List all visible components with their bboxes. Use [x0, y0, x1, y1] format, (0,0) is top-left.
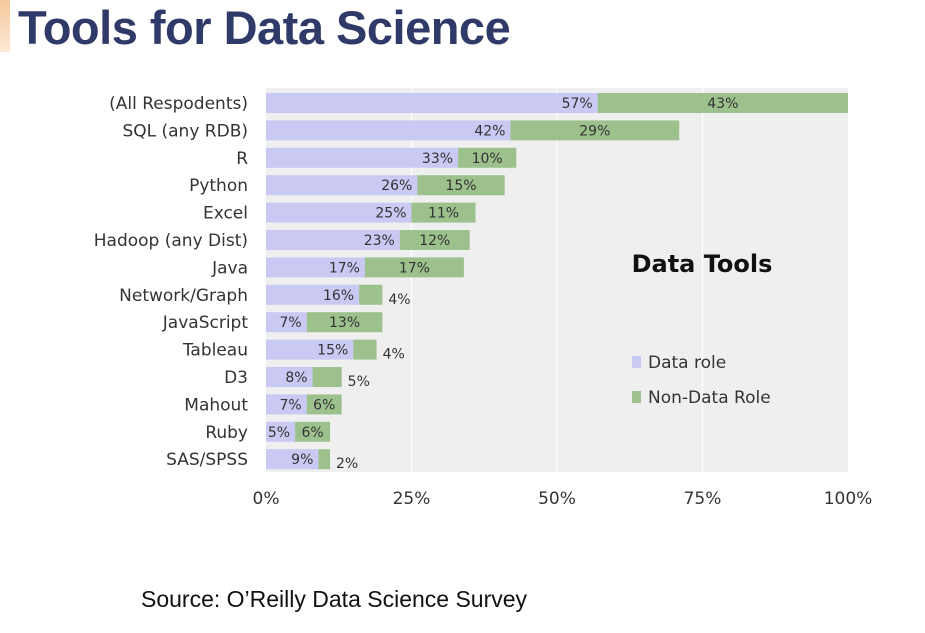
data-label-non-data-role: 12% [419, 233, 450, 249]
data-label-data-role: 26% [381, 178, 412, 194]
category-label: Hadoop (any Dist) [94, 231, 248, 251]
bar-non-data-role [306, 312, 383, 333]
category-label: Python [189, 176, 248, 196]
data-label-data-role: 42% [474, 123, 505, 139]
chart-title: Data Tools [632, 250, 773, 278]
data-label-non-data-role: 15% [445, 178, 476, 194]
bar-non-data-role [458, 147, 517, 168]
data-label-data-role: 5% [268, 425, 290, 441]
category-label: Network/Graph [119, 286, 248, 306]
legend-label-data-role: Data role [648, 353, 726, 373]
bar-data-role [266, 284, 360, 305]
data-label-data-role: 25% [375, 206, 406, 222]
bar-data-role [266, 202, 412, 223]
data-label-data-role: 17% [329, 260, 360, 276]
bar-non-data-role [399, 230, 470, 250]
bar-data-role [266, 312, 307, 333]
legend-swatch-non-data-role [632, 391, 641, 403]
x-tick-label: 0% [253, 489, 280, 509]
data-label-non-data-role: 10% [472, 151, 503, 167]
category-label: JavaScript [162, 313, 249, 333]
data-label-data-role: 9% [291, 452, 313, 468]
category-label: Tableau [182, 341, 248, 361]
category-label: R [236, 149, 248, 169]
data-label-non-data-role: 5% [348, 374, 370, 390]
category-label: SQL (any RDB) [122, 121, 248, 141]
bar-non-data-role [306, 394, 342, 415]
data-label-non-data-role: 29% [579, 123, 610, 139]
source-note: Source: O’Reilly Data Science Survey [141, 586, 528, 612]
legend-swatch-data-role [632, 356, 641, 368]
slide-title: Tools for Data Science [18, 1, 511, 54]
data-label-data-role: 8% [285, 370, 307, 386]
bar-non-data-role [359, 284, 383, 305]
data-label-data-role: 7% [280, 315, 302, 331]
category-label: SAS/SPSS [166, 450, 248, 470]
data-label-non-data-role: 13% [329, 315, 360, 331]
data-label-non-data-role: 2% [336, 456, 358, 472]
data-label-non-data-role: 6% [301, 425, 323, 441]
data-label-data-role: 33% [422, 151, 453, 167]
bar-data-role [266, 449, 319, 470]
data-label-data-role: 16% [323, 288, 354, 304]
bar-non-data-role [295, 421, 331, 442]
x-tick-label: 50% [538, 489, 576, 509]
data-label-non-data-role: 4% [388, 292, 410, 308]
title-accent-bar [0, 0, 10, 52]
data-label-non-data-role: 43% [707, 96, 738, 112]
x-tick-label: 25% [393, 489, 431, 509]
bar-data-role [266, 93, 598, 113]
bar-data-role [266, 367, 313, 387]
bar-non-data-role [364, 257, 464, 278]
category-label: Ruby [205, 423, 248, 443]
bar-data-role [266, 120, 511, 141]
data-label-non-data-role: 4% [383, 347, 405, 363]
bar-non-data-role [510, 120, 680, 141]
bar-non-data-role [417, 175, 505, 196]
bar-non-data-role [312, 367, 342, 387]
data-label-non-data-role: 6% [313, 397, 335, 413]
legend-label-non-data-role: Non-Data Role [648, 388, 771, 408]
x-tick-label: 75% [684, 489, 722, 509]
category-label: Excel [203, 204, 248, 224]
bar-non-data-role [318, 449, 331, 470]
bar-non-data-role [353, 339, 377, 360]
data-label-non-data-role: 11% [428, 206, 459, 222]
category-label: D3 [224, 368, 248, 388]
data-label-data-role: 7% [280, 397, 302, 413]
data-label-data-role: 23% [364, 233, 395, 249]
data-label-data-role: 57% [562, 96, 593, 112]
bar-data-role [266, 175, 418, 196]
data-label-non-data-role: 17% [399, 260, 430, 276]
category-label: Java [211, 258, 248, 278]
bar-data-role [266, 394, 307, 415]
bar-data-role [266, 339, 354, 360]
bar-data-role [266, 421, 296, 442]
bar-non-data-role [411, 202, 476, 223]
bar-data-role [266, 147, 459, 168]
bar-non-data-role [597, 93, 848, 113]
data-label-data-role: 15% [317, 343, 348, 359]
category-label: Mahout [184, 395, 248, 415]
data-tools-chart: 0% 25% 50% 75% 100% (All Respodents) 57% 43% SQL… [94, 88, 873, 509]
x-tick-label: 100% [824, 489, 873, 509]
bar-data-role [266, 257, 365, 278]
bar-data-role [266, 230, 400, 250]
category-label: (All Respodents) [109, 94, 248, 114]
